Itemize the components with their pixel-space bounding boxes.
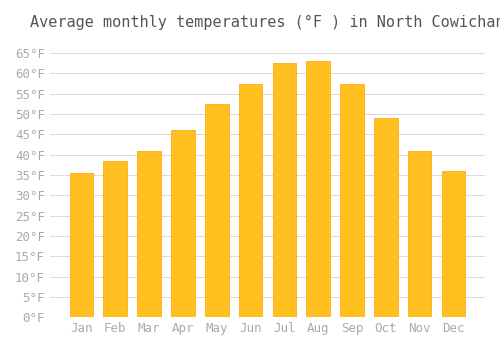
- Bar: [171, 130, 194, 317]
- Bar: [238, 84, 262, 317]
- Title: Average monthly temperatures (°F ) in North Cowichan: Average monthly temperatures (°F ) in No…: [30, 15, 500, 30]
- Bar: [340, 84, 364, 317]
- Bar: [70, 173, 94, 317]
- Bar: [408, 150, 432, 317]
- Bar: [138, 150, 161, 317]
- Bar: [374, 118, 398, 317]
- Bar: [306, 61, 330, 317]
- Bar: [104, 161, 127, 317]
- Bar: [205, 104, 229, 317]
- Bar: [272, 63, 296, 317]
- Bar: [442, 171, 465, 317]
